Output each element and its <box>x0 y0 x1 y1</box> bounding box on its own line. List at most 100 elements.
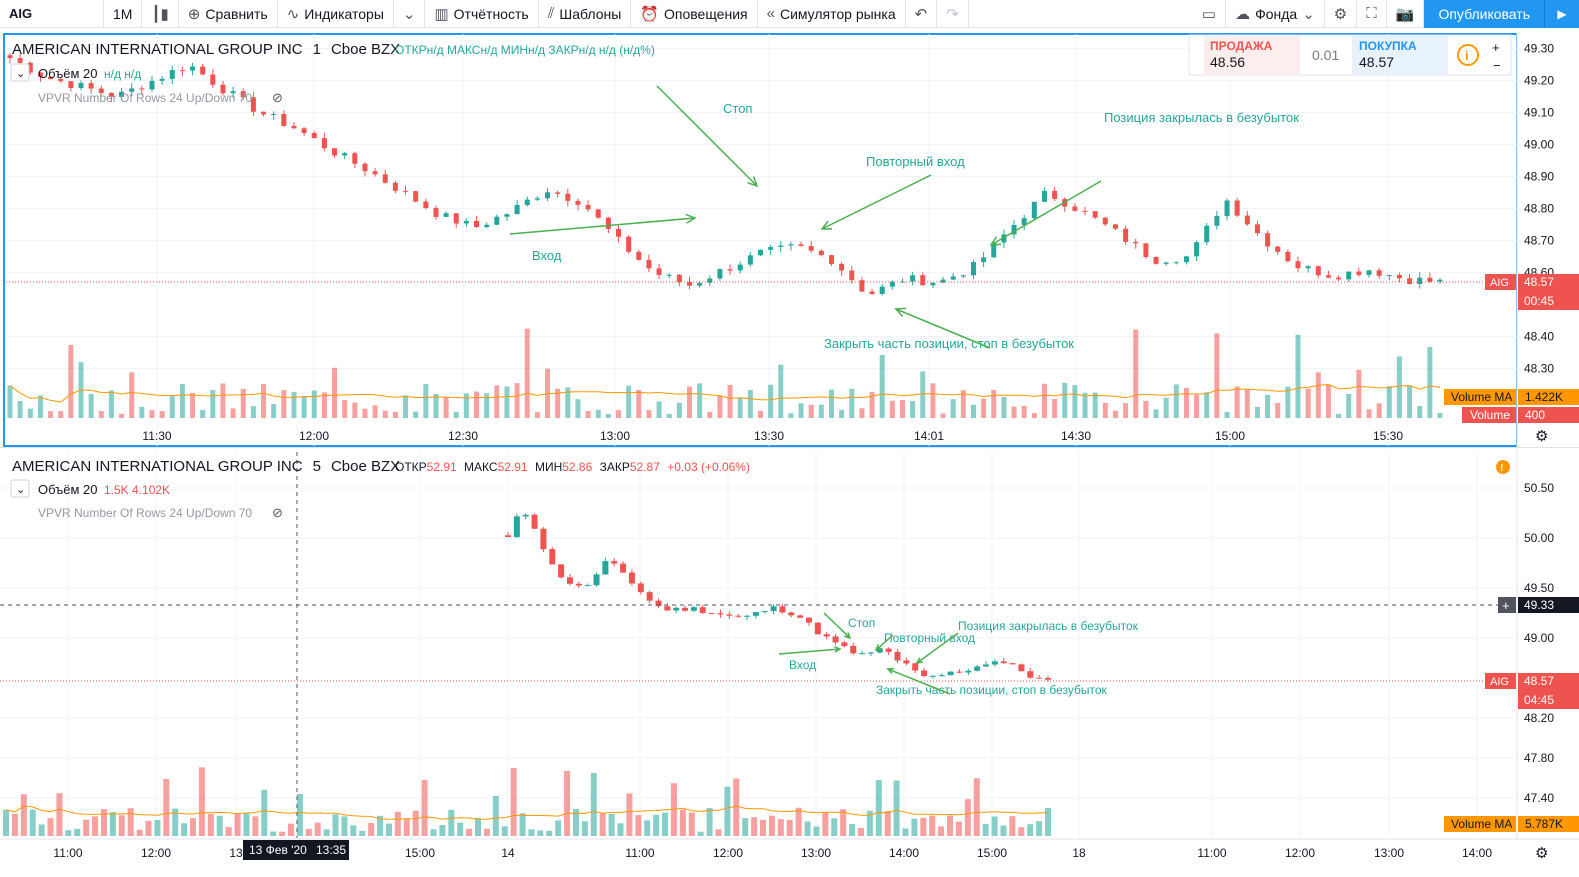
candle-body <box>666 274 672 276</box>
settings-button[interactable]: ⚙ <box>1325 0 1358 28</box>
info-icon[interactable] <box>1457 44 1479 66</box>
volume-bar <box>1244 389 1250 418</box>
candle-body <box>1295 261 1301 269</box>
volume-bar <box>216 815 223 836</box>
candle-body <box>768 246 774 250</box>
bottom-chart-pane[interactable]: AMERICAN INTERNATIONAL GROUP INC 5 Cboe BZ… <box>0 449 1579 862</box>
time-tick-label: 14:30 <box>1061 429 1091 443</box>
interval-button[interactable]: 1М <box>104 0 143 28</box>
candle-body <box>717 269 723 279</box>
top-legend-collapse-button[interactable] <box>10 63 30 82</box>
candle-body <box>7 55 13 59</box>
volume-bar <box>938 826 945 836</box>
candle-body <box>1072 206 1078 211</box>
fullscreen-button[interactable]: ⛶ <box>1357 0 1387 28</box>
candle-body <box>628 572 635 584</box>
candle-body <box>912 663 919 671</box>
undo-button[interactable]: ↶ <box>906 0 938 28</box>
candle-body <box>37 72 43 77</box>
top-gear-icon[interactable]: ⚙ <box>1535 428 1548 445</box>
bottom-gear-icon[interactable]: ⚙ <box>1535 845 1548 862</box>
volume-bar <box>920 817 927 836</box>
volume-bar <box>828 389 834 418</box>
volume-bar <box>1427 346 1433 418</box>
volume-bar <box>717 395 723 418</box>
volume-bar <box>687 386 693 418</box>
publish-play-button[interactable]: ▶ <box>1545 0 1579 28</box>
candle-body <box>699 607 706 613</box>
crosshair-price-tag <box>1518 597 1579 613</box>
chart-type-button[interactable]: ┃▮ <box>142 0 179 28</box>
volume-bar <box>947 815 954 836</box>
crosshair-time-text: 13:35 <box>316 843 346 857</box>
compare-button[interactable]: ⊕ Сравнить <box>179 0 278 28</box>
camera-icon: 📷 <box>1395 5 1415 23</box>
volume-bar <box>662 812 669 836</box>
eye-off-icon[interactable]: ⊘ <box>272 90 283 105</box>
time-tick-label: 12:00 <box>713 846 743 860</box>
volume-bar <box>565 387 571 418</box>
price-tick-label: 49.50 <box>1524 581 1554 595</box>
bottom-warning-icon[interactable] <box>1496 460 1510 474</box>
candle-body <box>129 88 135 92</box>
bottom-time-axis[interactable]: 11:00 12:00 13 15:00 14 11:00 12:00 13:00 14:00 1… <box>53 846 1492 860</box>
candle-body <box>707 278 713 283</box>
volume-bar <box>742 818 749 836</box>
redo-button[interactable]: ↷ <box>937 0 969 28</box>
snapshot-button[interactable]: 📷 <box>1387 0 1425 28</box>
bottom-legend-collapse-button[interactable] <box>10 479 30 498</box>
eye-off-icon[interactable]: ⊘ <box>272 505 283 520</box>
volume-bar <box>599 813 606 836</box>
indicators-button[interactable]: ∿ Индикаторы <box>278 0 394 28</box>
plus-icon[interactable]: + <box>1492 40 1500 55</box>
layout-button[interactable]: ▭ <box>1193 0 1227 28</box>
top-chart-pane[interactable]: AMERICAN INTERNATIONAL GROUP INC 1 Cboe BZ… <box>0 33 1579 448</box>
volume-bar <box>970 404 976 418</box>
volume-bar <box>1275 403 1281 418</box>
volume-bar <box>1285 386 1291 418</box>
volume-bar <box>688 812 695 836</box>
candle-body <box>1376 270 1382 276</box>
volume-bar <box>605 413 611 418</box>
reporting-button[interactable]: ▥ Отчётность <box>425 0 539 28</box>
volume-bar <box>1234 386 1240 418</box>
candle-body <box>805 617 812 623</box>
replay-button[interactable]: «Симулятор рынка <box>758 0 906 28</box>
volume-bar <box>1376 403 1382 418</box>
candle-body <box>1305 266 1311 269</box>
templates-button[interactable]: ⫽ Шаблоны <box>539 0 632 28</box>
publish-button[interactable]: Опубликовать <box>1424 0 1545 28</box>
chart-area[interactable]: AMERICAN INTERNATIONAL GROUP INC 1 Cboe BZ… <box>0 28 1579 877</box>
time-tick-label: 14 <box>501 846 515 860</box>
volume-bar <box>332 814 339 836</box>
volume-bar <box>11 813 18 836</box>
crosshair-plus-button[interactable] <box>1498 597 1516 613</box>
indicators-dropdown[interactable]: ⌄ <box>394 0 426 28</box>
volume-bar <box>733 778 740 836</box>
symbol-search-button[interactable]: AIG <box>0 0 104 28</box>
candle-body <box>605 217 611 229</box>
volume-bar <box>100 809 107 836</box>
candle-body <box>991 242 997 258</box>
candle-body <box>382 174 388 183</box>
fund-button[interactable]: ☁ Фонда ⌄ <box>1226 0 1325 28</box>
bottom-price-axis-bg <box>1517 449 1579 839</box>
candle-body <box>832 636 839 643</box>
volume-bar <box>1305 388 1311 418</box>
alerts-button[interactable]: ⏰ Оповещения <box>631 0 758 28</box>
top-price-axis[interactable]: 49.3049.2049.1049.0048.9048.8048.7048.60… <box>1516 33 1579 447</box>
volume-bar <box>930 383 936 418</box>
candle-body <box>1036 677 1043 679</box>
buy-button[interactable] <box>1352 36 1448 74</box>
top-volume-ma-label: Volume MA <box>1451 390 1512 404</box>
volume-bar <box>1336 413 1342 418</box>
annotation-label: Закрыть часть позиции, стоп в безубыток <box>824 336 1074 351</box>
top-time-axis[interactable]: 11:30 12:00 12:30 13:00 13:30 14:01 14:30 15:00… <box>142 429 1403 443</box>
volume-bar <box>210 390 216 418</box>
candle-body <box>950 276 956 280</box>
candle-body <box>797 615 804 618</box>
bottom-price-axis[interactable]: 50.50 50.00 49.50 49.00 48.20 47.80 47.40 <box>1516 449 1579 839</box>
sell-button[interactable] <box>1204 36 1300 74</box>
minus-icon[interactable]: − <box>1493 58 1501 73</box>
time-tick-label: 12:00 <box>1285 846 1315 860</box>
